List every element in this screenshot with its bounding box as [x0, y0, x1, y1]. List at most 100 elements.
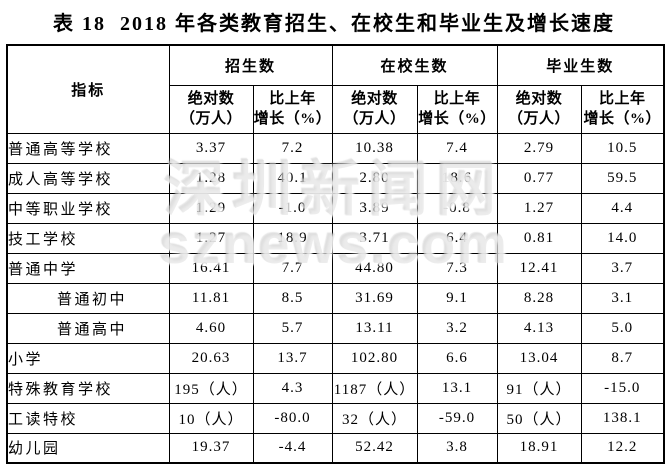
- row-label: 工读特校: [6, 402, 170, 434]
- cell-value: 20.63: [168, 342, 254, 374]
- table-row: 工读特校 10（人） -80.0 32（人） -59.0 50（人） 138.1: [6, 402, 665, 434]
- cell-value: 18.9: [252, 222, 333, 254]
- cell-value: 5.0: [580, 312, 665, 344]
- cell-value: 8.28: [496, 282, 582, 314]
- cell-value: 10（人）: [168, 402, 254, 434]
- cell-value: 7.4: [416, 132, 498, 164]
- cell-value: 102.80: [331, 342, 418, 374]
- cell-value: 18.91: [496, 432, 582, 464]
- cell-value: 11.81: [168, 282, 254, 314]
- cell-value: 50（人）: [496, 402, 582, 434]
- header-group-graduates: 毕业生数: [496, 44, 665, 86]
- table-row: 普通初中 11.81 8.5 31.69 9.1 8.28 3.1: [6, 282, 665, 314]
- cell-value: 40.1: [252, 162, 333, 194]
- table-row: 幼儿园 19.37 -4.4 52.42 3.8 18.91 12.2: [6, 432, 665, 464]
- cell-value: 3.37: [168, 132, 254, 164]
- education-stats-table: 指标 招生数 在校生数 毕业生数 绝对数 （万人） 比上年 增长（%） 绝对数 （万人）比…: [6, 44, 666, 464]
- cell-value: 9.1: [416, 282, 498, 314]
- cell-value: 13.04: [496, 342, 582, 374]
- cell-value: 4.3: [252, 372, 333, 404]
- table-header: 指标 招生数 在校生数 毕业生数 绝对数 （万人） 比上年 增长（%） 绝对数 （万人）比…: [6, 44, 665, 134]
- table-row: 成人高等学校 1.28 40.1 2.80 18.6 0.77 59.5: [6, 162, 665, 194]
- row-label: 普通高等学校: [6, 132, 170, 164]
- sub-header-absolute-1: 绝对数 （万人）: [331, 84, 418, 134]
- table-body: 普通高等学校 3.37 7.2 10.38 7.4 2.79 10.5 成人高等学校 1.28 4…: [6, 132, 665, 464]
- cell-value: 8.7: [580, 342, 665, 374]
- table-title: 表 18 2018 年各类教育招生、在校生和毕业生及增长速度: [53, 13, 615, 35]
- sub-header-growth-0: 比上年 增长（%）: [252, 84, 333, 134]
- row-label: 普通中学: [6, 252, 170, 284]
- sub-header-absolute-0: 绝对数 （万人）: [168, 84, 254, 134]
- table-row: 普通中学 16.41 7.7 44.80 7.3 12.41 3.7: [6, 252, 665, 284]
- cell-value: 4.13: [496, 312, 582, 344]
- cell-value: 3.71: [331, 222, 418, 254]
- cell-value: 12.41: [496, 252, 582, 284]
- row-label: 成人高等学校: [6, 162, 170, 194]
- header-sub-row: 绝对数 （万人） 比上年 增长（%） 绝对数 （万人） 比上年 增长（%） 绝对数 （万人） 比上年…: [7, 84, 665, 134]
- cell-value: 5.7: [252, 312, 333, 344]
- table-row: 技工学校 1.27 18.9 3.71 6.4 0.81 14.0: [6, 222, 665, 254]
- cell-value: 14.0: [580, 222, 665, 254]
- cell-value: -0.8: [416, 192, 498, 224]
- cell-value: 13.11: [331, 312, 418, 344]
- table-row: 小学 20.63 13.7 102.80 6.6 13.04 8.7: [6, 342, 665, 374]
- cell-value: 3.89: [331, 192, 418, 224]
- cell-value: -80.0: [252, 402, 333, 434]
- cell-value: 1.29: [168, 192, 254, 224]
- cell-value: 8.5: [252, 282, 333, 314]
- cell-value: -4.4: [252, 432, 333, 464]
- row-label: 普通高中: [6, 312, 170, 344]
- cell-value: 1187（人）: [331, 372, 418, 404]
- cell-value: 2.80: [331, 162, 418, 194]
- row-label: 幼儿园: [6, 432, 170, 464]
- cell-value: 12.2: [580, 432, 665, 464]
- cell-value: 138.1: [580, 402, 665, 434]
- cell-value: 7.2: [252, 132, 333, 164]
- cell-value: 13.7: [252, 342, 333, 374]
- cell-value: 1.27: [168, 222, 254, 254]
- row-label: 技工学校: [6, 222, 170, 254]
- cell-value: 1.28: [168, 162, 254, 194]
- cell-value: 10.5: [580, 132, 665, 164]
- cell-value: 59.5: [580, 162, 665, 194]
- cell-value: 3.8: [416, 432, 498, 464]
- cell-value: 91（人）: [496, 372, 582, 404]
- table-row: 中等职业学校 1.29 -1.0 3.89 -0.8 1.27 4.4: [6, 192, 665, 224]
- row-label: 普通初中: [6, 282, 170, 314]
- row-label: 特殊教育学校: [6, 372, 170, 404]
- row-label: 小学: [6, 342, 170, 374]
- cell-value: 7.3: [416, 252, 498, 284]
- table-row: 特殊教育学校 195（人） 4.3 1187（人） 13.1 91（人） -15.0: [6, 372, 665, 404]
- table-row: 普通高中 4.60 5.7 13.11 3.2 4.13 5.0: [6, 312, 665, 344]
- cell-value: 10.38: [331, 132, 418, 164]
- cell-value: 52.42: [331, 432, 418, 464]
- cell-value: -1.0: [252, 192, 333, 224]
- cell-value: 4.4: [580, 192, 665, 224]
- row-label: 中等职业学校: [6, 192, 170, 224]
- cell-value: 3.2: [416, 312, 498, 344]
- sub-header-growth-1: 比上年 增长（%）: [416, 84, 498, 134]
- header-group-in-school: 在校生数: [331, 44, 498, 86]
- sub-header-absolute-2: 绝对数 （万人）: [496, 84, 582, 134]
- cell-value: -15.0: [580, 372, 665, 404]
- table-row: 普通高等学校 3.37 7.2 10.38 7.4 2.79 10.5: [6, 132, 665, 164]
- header-group-row: 指标 招生数 在校生数 毕业生数: [6, 44, 665, 134]
- cell-value: 0.81: [496, 222, 582, 254]
- cell-value: 0.77: [496, 162, 582, 194]
- cell-value: 195（人）: [168, 372, 254, 404]
- cell-value: 18.6: [416, 162, 498, 194]
- sub-header-growth-2: 比上年 增长（%）: [580, 84, 665, 134]
- cell-value: 2.79: [496, 132, 582, 164]
- cell-value: 6.6: [416, 342, 498, 374]
- cell-value: 31.69: [331, 282, 418, 314]
- cell-value: 3.7: [580, 252, 665, 284]
- cell-value: 3.1: [580, 282, 665, 314]
- cell-value: 19.37: [168, 432, 254, 464]
- cell-value: 7.7: [252, 252, 333, 284]
- cell-value: 4.60: [168, 312, 254, 344]
- cell-value: 1.27: [496, 192, 582, 224]
- header-group-enrollment: 招生数: [168, 44, 333, 86]
- cell-value: 44.80: [331, 252, 418, 284]
- cell-value: -59.0: [416, 402, 498, 434]
